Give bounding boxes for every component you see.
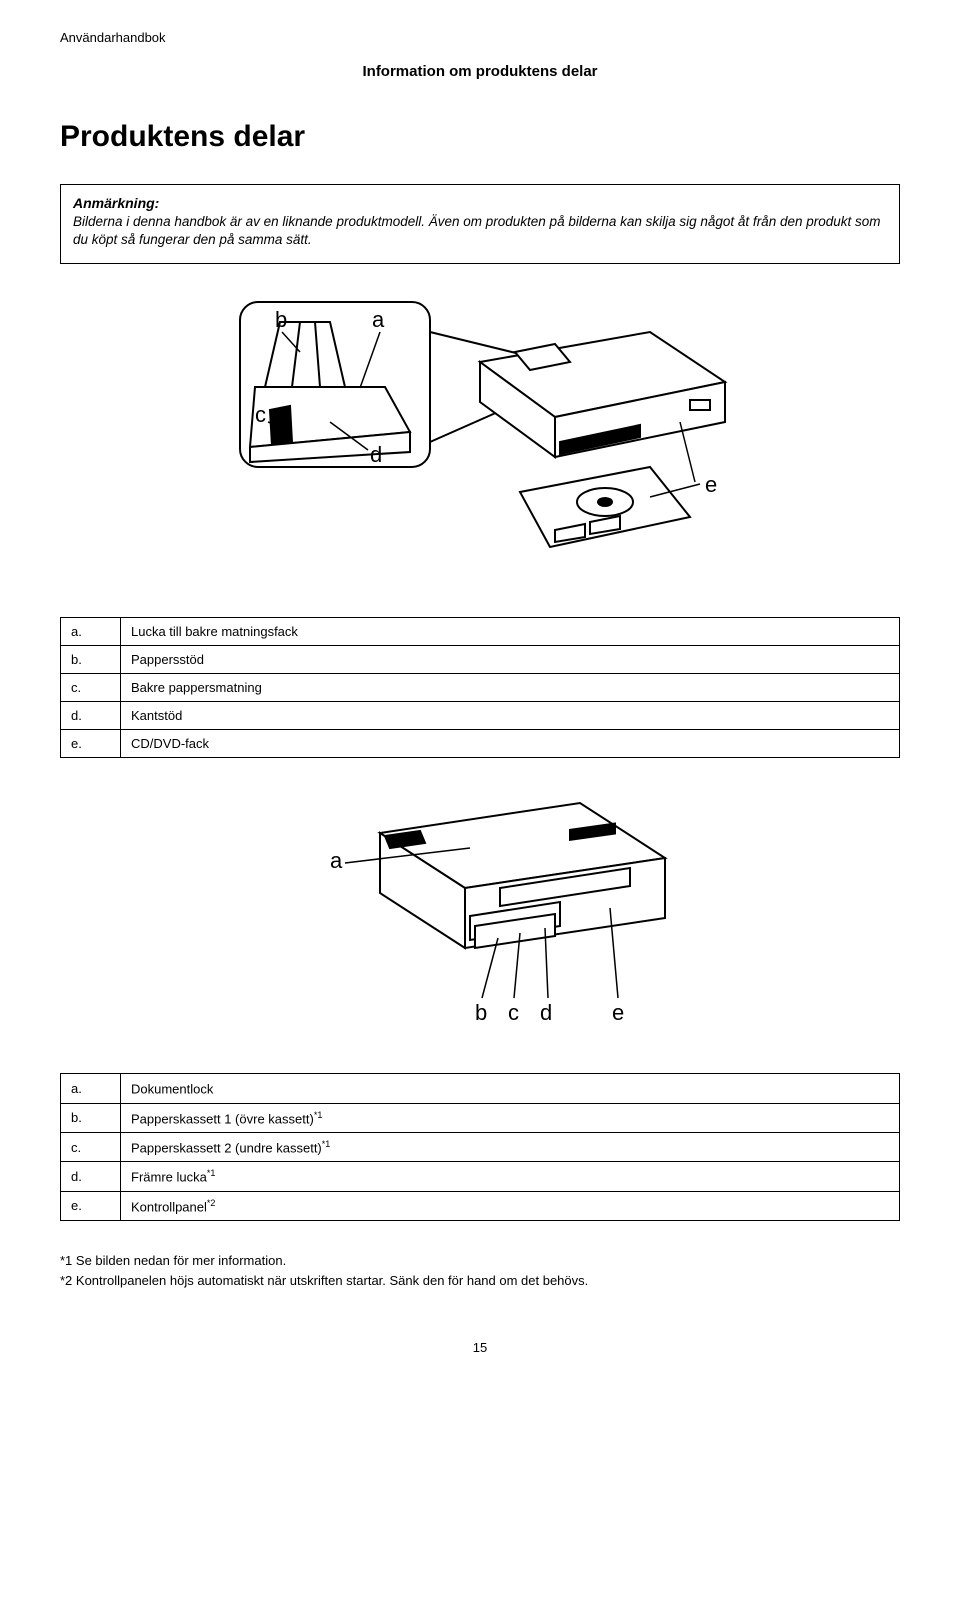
cell-key: d.	[61, 702, 121, 730]
table-row: a.Dokumentlock	[61, 1074, 900, 1103]
cell-key: e.	[61, 1191, 121, 1220]
label2-e: e	[612, 1000, 624, 1025]
note-title: Anmärkning:	[73, 195, 887, 211]
table-row: d.Främre lucka*1	[61, 1162, 900, 1191]
page-number: 15	[60, 1340, 900, 1355]
cell-val: Kontrollpanel*2	[121, 1191, 900, 1220]
cell-val: Främre lucka*1	[121, 1162, 900, 1191]
footnotes: *1 Se bilden nedan för mer information. …	[60, 1251, 900, 1290]
cell-key: a.	[61, 1074, 121, 1103]
table-row: e.CD/DVD-fack	[61, 730, 900, 758]
cell-val: Papperskassett 1 (övre kassett)*1	[121, 1103, 900, 1132]
label2-a: a	[330, 848, 343, 873]
diagram-2: a b c d e	[60, 788, 900, 1043]
cell-key: c.	[61, 674, 121, 702]
cell-val: CD/DVD-fack	[121, 730, 900, 758]
cell-val: Lucka till bakre matningsfack	[121, 618, 900, 646]
table-row: a.Lucka till bakre matningsfack	[61, 618, 900, 646]
label-a: a	[372, 307, 385, 332]
label2-d: d	[540, 1000, 552, 1025]
diagram-1: b a c d e	[60, 292, 900, 587]
cell-key: d.	[61, 1162, 121, 1191]
cell-val: Dokumentlock	[121, 1074, 900, 1103]
note-box: Anmärkning: Bilderna i denna handbok är …	[60, 184, 900, 264]
table-row: e.Kontrollpanel*2	[61, 1191, 900, 1220]
label-b: b	[275, 307, 287, 332]
cell-key: e.	[61, 730, 121, 758]
cell-key: a.	[61, 618, 121, 646]
cell-val: Papperskassett 2 (undre kassett)*1	[121, 1133, 900, 1162]
label-d: d	[370, 442, 382, 467]
cell-key: c.	[61, 1133, 121, 1162]
table-row: c.Bakre pappersmatning	[61, 674, 900, 702]
label2-c: c	[508, 1000, 519, 1025]
cell-val: Kantstöd	[121, 702, 900, 730]
cell-val: Bakre pappersmatning	[121, 674, 900, 702]
parts-table-2: a.Dokumentlock b.Papperskassett 1 (övre …	[60, 1073, 900, 1221]
footnote-2: *2 Kontrollpanelen höjs automatiskt när …	[60, 1271, 900, 1291]
parts-table-1: a.Lucka till bakre matningsfack b.Papper…	[60, 617, 900, 758]
cell-val: Pappersstöd	[121, 646, 900, 674]
cell-key: b.	[61, 1103, 121, 1132]
doc-header: Användarhandbok	[60, 30, 900, 45]
table-row: b.Papperskassett 1 (övre kassett)*1	[61, 1103, 900, 1132]
table-row: b.Pappersstöd	[61, 646, 900, 674]
label-c: c	[255, 402, 266, 427]
table-row: d.Kantstöd	[61, 702, 900, 730]
section-subheader: Information om produktens delar	[60, 63, 900, 80]
label-e: e	[705, 472, 717, 497]
note-body: Bilderna i denna handbok är av en liknan…	[73, 213, 887, 249]
label2-b: b	[475, 1000, 487, 1025]
cell-key: b.	[61, 646, 121, 674]
footnote-1: *1 Se bilden nedan för mer information.	[60, 1251, 900, 1271]
page-title: Produktens delar	[60, 120, 900, 154]
table-row: c.Papperskassett 2 (undre kassett)*1	[61, 1133, 900, 1162]
